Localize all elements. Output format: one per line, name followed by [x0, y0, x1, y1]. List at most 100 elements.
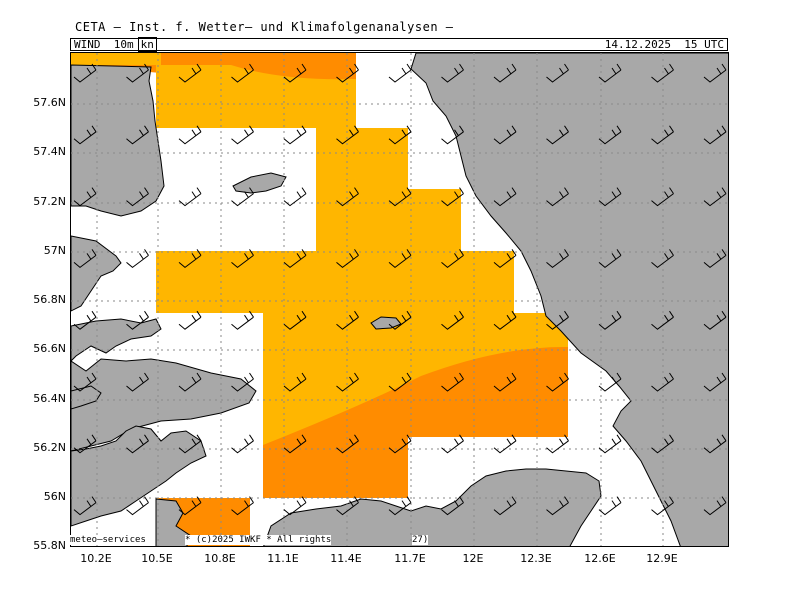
wind-barb	[126, 125, 149, 145]
wind-barb	[441, 372, 464, 392]
wind-barb	[703, 249, 727, 269]
land-sweden	[410, 53, 728, 546]
wind-barb	[703, 372, 727, 392]
wind-barb	[231, 187, 254, 207]
lon-label: 12.3E	[520, 552, 552, 565]
lat-label: 57N	[43, 244, 66, 257]
wind-barb	[126, 187, 149, 207]
land-layer	[71, 53, 728, 546]
wind-barb	[493, 249, 517, 269]
wind-barb	[651, 249, 674, 269]
wind-barb	[546, 125, 569, 145]
wind-barb	[73, 434, 97, 454]
lat-label: 56.6N	[33, 342, 66, 355]
chart-title: CETA — Inst. f. Wetter— und Klimafolgena…	[75, 20, 454, 34]
wind-field-layer	[71, 53, 568, 546]
lon-label: 12.6E	[584, 552, 616, 565]
wind-barb	[73, 63, 97, 83]
footer-provider: meteo—services	[70, 535, 146, 545]
footer-copyright: * (c)2025 IWKF * All rights	[185, 535, 332, 545]
wind-barb	[231, 249, 254, 269]
wind-band-strong-south	[263, 346, 568, 498]
wind-barb	[73, 249, 97, 269]
lon-label: 10.8E	[204, 552, 236, 565]
wind-barb	[493, 125, 517, 145]
unit-label: kn	[137, 37, 157, 52]
wind-barb	[283, 372, 307, 392]
wind-barb	[178, 125, 202, 145]
wind-barb	[546, 249, 569, 269]
lat-label: 56.2N	[33, 441, 66, 454]
wind-barb	[598, 249, 622, 269]
wind-barb	[178, 187, 202, 207]
lat-label: 57.6N	[33, 96, 66, 109]
wind-barb	[493, 372, 517, 392]
wind-barb	[336, 496, 359, 516]
wind-barb	[336, 249, 359, 269]
wind-barb	[336, 434, 359, 454]
lon-label: 11.1E	[267, 552, 299, 565]
wind-barb	[441, 63, 464, 83]
land-islet-central	[370, 316, 402, 330]
wind-barb	[546, 496, 569, 516]
datetime-label: 14.12.2025 15 UTC	[604, 38, 724, 51]
lon-label: 12E	[462, 552, 484, 565]
wind-barb	[546, 372, 569, 392]
wind-barb	[336, 310, 359, 330]
wind-barb	[651, 496, 674, 516]
wind-barb	[73, 496, 97, 516]
wind-barb	[703, 187, 727, 207]
wind-barb	[336, 63, 359, 83]
wind-barb	[283, 434, 307, 454]
wind-barb	[231, 496, 254, 516]
wind-barb	[493, 63, 517, 83]
wind-barb	[126, 249, 149, 269]
header-bar: WIND 10m kn 14.12.2025 15 UTC	[70, 37, 728, 52]
wind-barb	[441, 249, 464, 269]
wind-barb	[546, 434, 569, 454]
wind-barb	[283, 310, 307, 330]
wind-barb	[598, 434, 622, 454]
wind-barb	[703, 434, 727, 454]
wind-barb	[493, 310, 517, 330]
wind-barb	[388, 434, 412, 454]
lat-label: 56.4N	[33, 392, 66, 405]
wind-barb	[178, 310, 202, 330]
wind-barb	[283, 125, 307, 145]
wind-barb	[231, 63, 254, 83]
wind-barb	[441, 187, 464, 207]
land-jutland-north	[71, 64, 165, 217]
wind-barb	[703, 310, 727, 330]
wind-barb	[283, 496, 307, 516]
variable-label: WIND 10m kn	[74, 37, 157, 52]
wind-barb	[546, 187, 569, 207]
wind-barb	[651, 63, 674, 83]
wind-barb	[126, 372, 149, 392]
wind-barb	[283, 187, 307, 207]
wind-barb	[493, 187, 517, 207]
lon-label: 11.4E	[330, 552, 362, 565]
wind-barb	[336, 372, 359, 392]
wind-barb	[73, 372, 97, 392]
wind-barb	[598, 125, 622, 145]
wind-barb	[441, 310, 464, 330]
wind-barb	[126, 63, 149, 83]
wind-barb	[283, 63, 307, 83]
lat-label: 57.2N	[33, 195, 66, 208]
wind-barb	[546, 310, 569, 330]
land-zealand	[263, 468, 602, 546]
land-jutland-mid	[71, 235, 122, 312]
wind-barb	[388, 125, 412, 145]
lon-label: 10.5E	[141, 552, 173, 565]
wind-barb	[441, 496, 464, 516]
wind-barb	[598, 310, 622, 330]
land-djursland	[71, 318, 257, 452]
wind-barb	[178, 434, 202, 454]
wind-barb	[336, 187, 359, 207]
wind-barb	[336, 125, 359, 145]
wind-barb	[178, 63, 202, 83]
wind-barb	[388, 249, 412, 269]
wind-barb	[651, 372, 674, 392]
wind-barb	[388, 63, 412, 83]
wind-barb	[126, 310, 149, 330]
